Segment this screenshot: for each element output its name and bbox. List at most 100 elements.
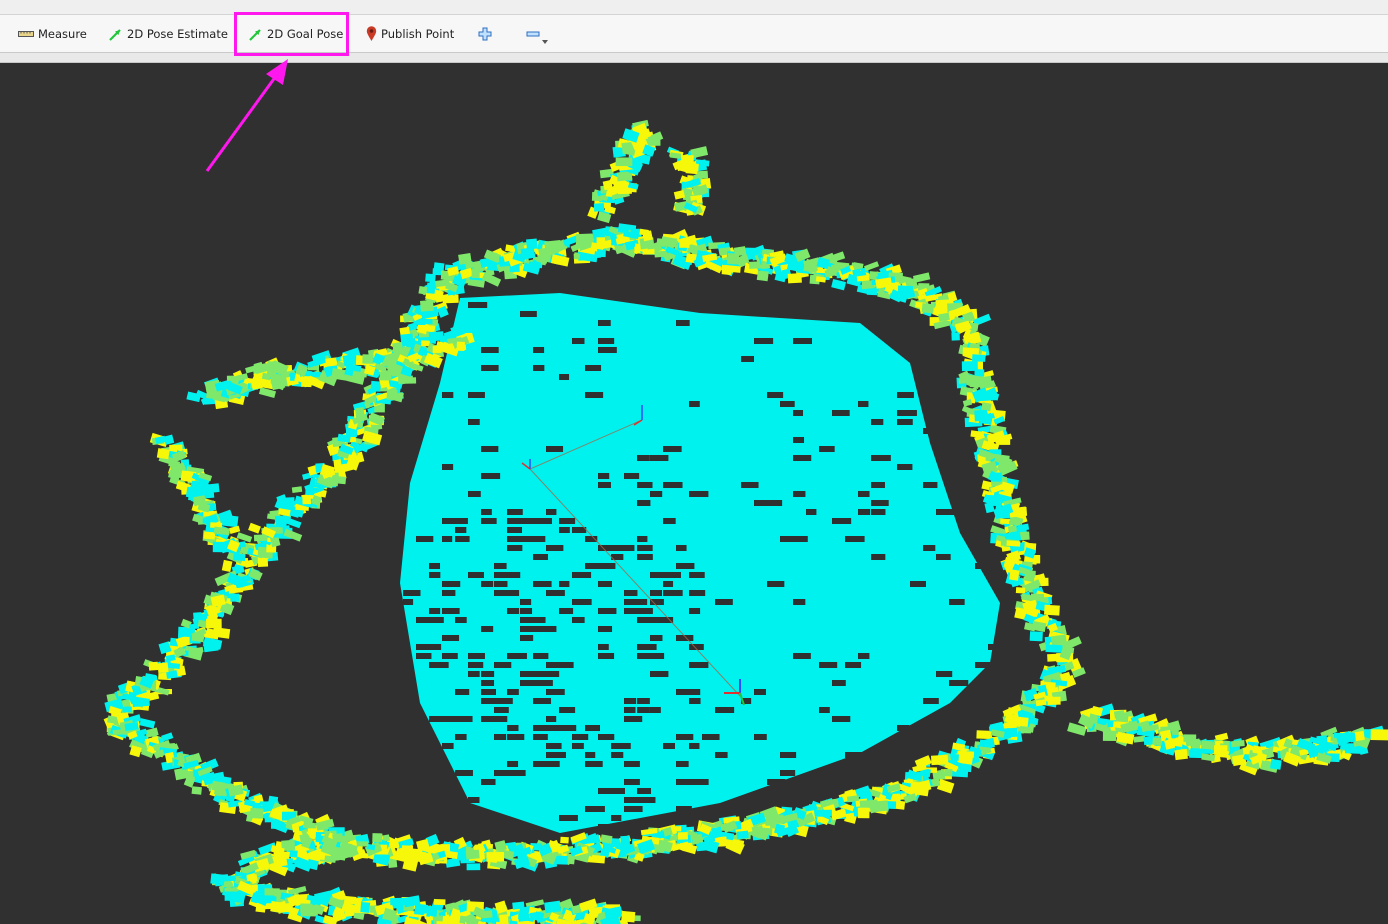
voxel-cell <box>802 802 818 814</box>
voxel-cell <box>173 462 186 474</box>
floor-gap <box>767 581 785 587</box>
measure-tool-button[interactable]: Measure <box>18 20 87 48</box>
floor-gap <box>546 761 560 767</box>
voxel-cell <box>1256 752 1268 762</box>
floor-gap <box>689 572 705 578</box>
floor-gap <box>481 689 496 695</box>
voxel-cell <box>425 273 436 283</box>
voxel-cell <box>616 170 633 182</box>
floor-gap <box>624 473 640 479</box>
remove-tool-button[interactable] <box>526 20 548 48</box>
floor-gap <box>624 761 640 767</box>
voxel-cell <box>213 526 230 536</box>
toolbar-bottom-border <box>0 53 1388 63</box>
floor-gap <box>793 491 806 497</box>
window-top-strip <box>0 0 1388 15</box>
voxel-cell <box>180 771 198 777</box>
floor-gap <box>533 581 552 587</box>
voxel-cell <box>221 514 239 528</box>
voxel-cell <box>421 340 430 347</box>
voxel-cell <box>996 439 1011 445</box>
voxel-cell <box>526 238 538 250</box>
voxel-cell <box>601 915 621 924</box>
voxel-cell <box>669 152 682 159</box>
floor-gap <box>793 338 813 344</box>
floor-gap <box>572 572 592 578</box>
floor-gap <box>442 581 461 587</box>
voxel-cell <box>1321 740 1338 752</box>
voxel-cell <box>456 341 465 352</box>
voxel-cell <box>199 484 214 491</box>
voxel-cell <box>321 835 338 848</box>
pose-estimate-tool-button[interactable]: 2D Pose Estimate <box>108 20 228 48</box>
voxel-cell <box>537 842 553 857</box>
voxel-cell <box>223 380 243 395</box>
voxel-cell <box>1019 725 1032 734</box>
voxel-cell <box>550 254 570 267</box>
floor-gap <box>507 770 526 776</box>
voxel-cell <box>859 799 878 810</box>
voxel-cell <box>310 894 324 906</box>
goal-pose-tool-label: 2D Goal Pose <box>267 27 344 41</box>
voxel-cell <box>1006 540 1021 547</box>
voxel-cell <box>466 324 484 333</box>
floor-gap <box>754 734 767 740</box>
voxel-cell <box>914 769 931 778</box>
floor-gap <box>793 410 804 416</box>
dropdown-caret-icon[interactable] <box>542 40 548 44</box>
voxel-cell <box>253 361 265 375</box>
floor-gap <box>507 545 523 551</box>
floor-gap <box>611 815 622 821</box>
voxel-cell <box>403 916 418 924</box>
floor-gap <box>650 455 669 461</box>
voxel-cell <box>284 517 302 529</box>
voxel-cell <box>432 268 442 276</box>
voxel-cell <box>690 146 709 159</box>
floor-gap <box>676 806 692 812</box>
voxel-cell <box>660 236 678 248</box>
start-axes-marker <box>633 405 643 426</box>
voxel-cell <box>494 900 508 914</box>
voxel-cell <box>1333 732 1347 739</box>
voxel-cell <box>678 162 693 174</box>
voxel-cell <box>345 428 358 438</box>
floor-gap <box>546 662 560 668</box>
floor-gap <box>650 599 664 605</box>
publish-point-tool-button[interactable]: Publish Point <box>366 20 454 48</box>
floor-gap <box>507 653 527 659</box>
floor-gap <box>676 779 692 785</box>
voxel-cell <box>291 486 303 493</box>
voxel-cell <box>414 919 432 924</box>
floor-fill <box>400 293 1000 833</box>
voxel-cell <box>547 239 568 256</box>
voxel-cell <box>342 353 357 367</box>
floor-gap <box>559 518 576 524</box>
floor-gap <box>494 572 510 578</box>
3d-viewport[interactable] <box>0 63 1388 924</box>
floor-gap <box>546 590 565 596</box>
add-tool-button[interactable] <box>478 20 492 48</box>
tools-toolbar: Measure 2D Pose Estimate 2D Goal Pose Pu… <box>0 15 1388 53</box>
floor-gap <box>988 644 1007 650</box>
voxel-cell <box>1010 577 1024 588</box>
voxel-cell <box>570 832 587 844</box>
goal-pose-tool-button[interactable]: 2D Goal Pose <box>248 20 343 48</box>
floor-gap <box>481 347 499 353</box>
floor-gap <box>546 545 564 551</box>
voxel-cell <box>487 261 501 272</box>
floor-gap <box>650 590 662 596</box>
floor-gap <box>468 653 485 659</box>
voxel-cell <box>622 128 640 143</box>
voxel-cell <box>233 553 246 562</box>
floor-gap <box>481 581 494 587</box>
voxel-cell <box>1201 740 1213 750</box>
voxel-cell <box>959 321 970 331</box>
floor-gap <box>663 482 683 488</box>
voxel-cell <box>163 434 175 445</box>
floor-gap <box>429 662 449 668</box>
floor-gap <box>637 644 657 650</box>
floor-gap <box>585 392 604 398</box>
voxel-cell <box>1370 729 1388 741</box>
voxel-cell <box>442 294 459 304</box>
voxel-cell <box>306 375 326 390</box>
